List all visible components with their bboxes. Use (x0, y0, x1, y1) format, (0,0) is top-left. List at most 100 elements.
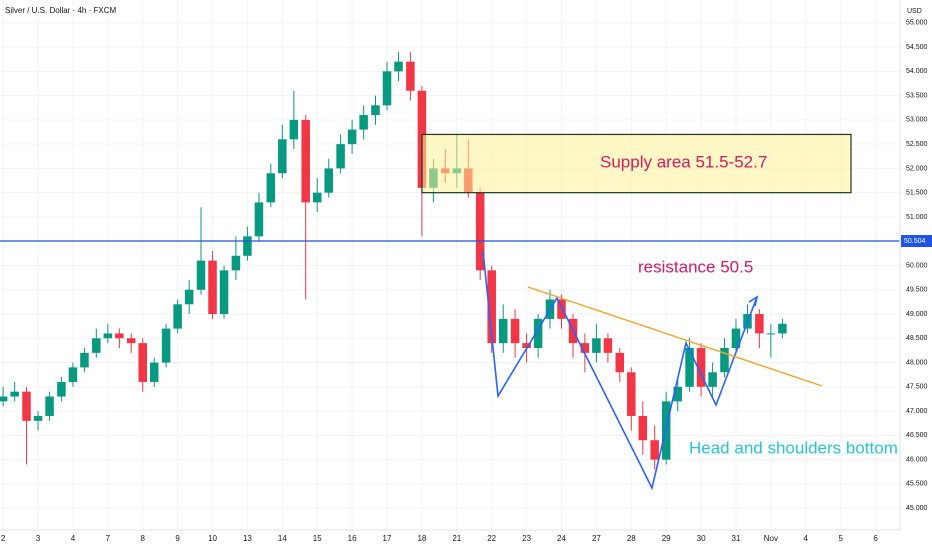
candle-body (359, 115, 368, 130)
candle-body (406, 61, 415, 91)
candle-body (627, 372, 636, 416)
candle-body (673, 386, 682, 402)
y-tick-label: 45.500 (906, 481, 928, 488)
x-tick-label: 13 (243, 534, 252, 543)
candle-body (68, 367, 78, 382)
x-tick-label: 30 (697, 534, 706, 543)
y-tick-label: 47.000 (906, 408, 928, 415)
candle-body (336, 144, 345, 169)
candle-body (161, 328, 171, 363)
price-line-tag (901, 235, 932, 248)
y-tick-label: 52.500 (906, 141, 928, 148)
candle-body (22, 391, 31, 421)
x-tick-label: 4 (804, 534, 809, 543)
y-tick-label: 51.000 (906, 214, 928, 221)
y-tick-label: 46.500 (906, 432, 928, 439)
candle-body (487, 270, 496, 344)
y-tick-label: 49.500 (906, 287, 928, 294)
candle-body (184, 289, 194, 305)
candle-body (475, 192, 485, 271)
currency-label: USD (907, 8, 922, 15)
x-tick-label: 5 (838, 534, 843, 543)
annotation: Head and shoulders bottom (689, 438, 898, 457)
y-tick-label: 51.500 (906, 190, 928, 197)
x-tick-label: 23 (522, 534, 531, 543)
candle-body (592, 338, 601, 353)
x-tick-label: 29 (662, 534, 671, 543)
candle-body (533, 318, 543, 348)
supply-zone (421, 133, 852, 194)
x-tick-label: 16 (348, 534, 357, 543)
y-tick-label: 48.000 (906, 359, 928, 366)
zigzag-arrow (748, 295, 759, 307)
candle-body (10, 391, 19, 397)
x-tick-label: 7 (106, 534, 111, 543)
candle-body (312, 192, 322, 203)
candle-body (615, 352, 625, 373)
candle-body (126, 338, 136, 344)
candle-body (149, 362, 159, 382)
candle-body (685, 347, 694, 387)
candle-body (33, 415, 43, 421)
y-tick-label: 53.500 (906, 92, 928, 99)
annotation: Supply area 51.5-52.7 (600, 152, 767, 171)
candle-body (324, 168, 333, 193)
candle-body (510, 318, 520, 344)
overlay: Supply area 51.5-52.7 resistance 50.5 Head… (0, 133, 900, 457)
candle-body (708, 372, 717, 387)
x-tick-label: 14 (278, 534, 287, 543)
annotation: resistance 50.5 (638, 257, 753, 276)
y-tick-label: 50.000 (906, 262, 928, 269)
candle-body (92, 338, 101, 353)
x-tick-label: 15 (313, 534, 322, 543)
x-tick-label: 9 (175, 534, 180, 543)
candle-body (254, 202, 264, 237)
candle-body (208, 260, 217, 315)
y-tick-label: 49.000 (906, 311, 928, 318)
x-tick-label: 21 (452, 534, 461, 543)
candle-body (301, 119, 310, 203)
x-tick-label: 28 (627, 534, 636, 543)
x-tick-label: 24 (557, 534, 566, 543)
candle-body (138, 343, 147, 382)
candle-body (394, 61, 403, 72)
x-tick-label: 22 (487, 534, 496, 543)
candle-body (0, 396, 8, 402)
candle-body (80, 352, 89, 368)
y-tick-label: 55.000 (906, 20, 928, 27)
candle-body (580, 343, 590, 353)
candle-body (638, 415, 648, 441)
candle-body (57, 381, 66, 397)
zigzag-pattern (482, 250, 758, 491)
candle-body (498, 318, 508, 344)
x-tick-label: Nov (764, 534, 778, 543)
candle-body (115, 333, 124, 339)
candle-body (382, 71, 392, 106)
y-tick-label: 54.500 (906, 44, 928, 51)
y-tick-label: 53.000 (906, 117, 928, 124)
x-tick-label: 18 (417, 534, 426, 543)
price-line-label: 50.504 (904, 238, 926, 245)
candle-body (231, 255, 241, 271)
candle-body (196, 260, 206, 290)
chart-title: Silver / U.S. Dollar · 4h · FXCM (5, 6, 116, 15)
y-tick-label: 46.000 (906, 456, 928, 463)
candle-body (696, 347, 706, 387)
candle-body (778, 323, 787, 334)
candle-body (755, 314, 764, 334)
candle-body (650, 440, 659, 460)
candle-body (557, 299, 566, 319)
x-tick-label: 8 (141, 534, 146, 543)
candle-body (278, 139, 287, 174)
trend-line (527, 286, 823, 387)
x-tick-label: 3 (36, 534, 41, 543)
x-tick-label: 6 (873, 534, 878, 543)
x-tick-label: 10 (208, 534, 217, 543)
y-tick-label: 52.000 (906, 165, 928, 172)
candle-body (720, 347, 729, 373)
candle-body (766, 333, 776, 335)
candle-body (289, 119, 299, 140)
candle-body (522, 343, 531, 348)
